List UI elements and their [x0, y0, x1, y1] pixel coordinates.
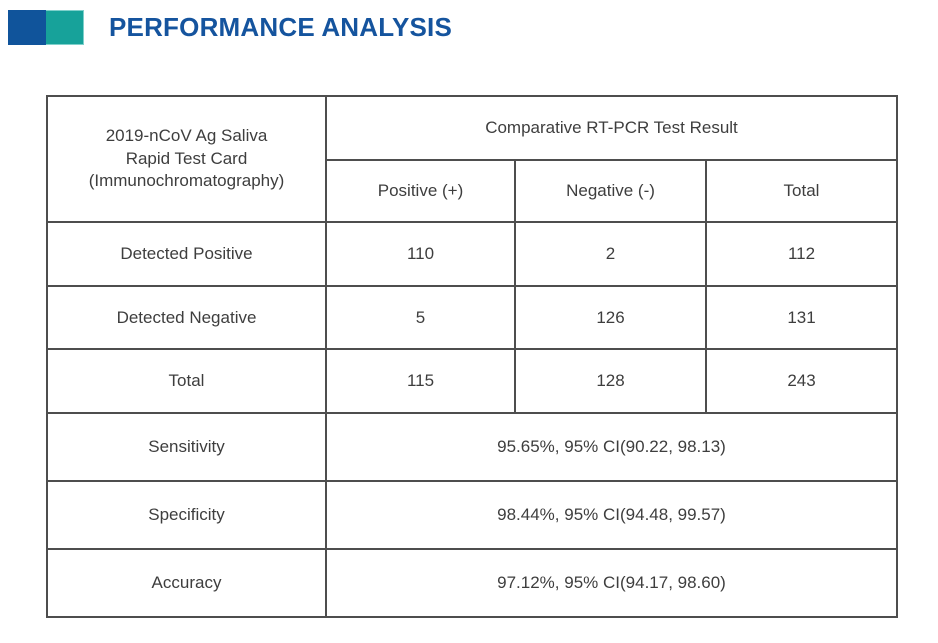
- page-header: PERFORMANCE ANALYSIS: [0, 0, 938, 46]
- value-cell-total: 131: [705, 285, 898, 350]
- performance-table: 2019-nCoV Ag Saliva Rapid Test Card (Imm…: [46, 95, 898, 618]
- accent-square-blue: [8, 9, 46, 45]
- column-header-negative: Negative (-): [514, 159, 707, 223]
- table-row: Total 115 128 243: [46, 348, 898, 414]
- accent-square-teal: [46, 9, 84, 45]
- column-group-header: Comparative RT-PCR Test Result: [325, 95, 898, 161]
- row-label-cell: Total: [46, 348, 327, 414]
- value-cell-total: 112: [705, 221, 898, 287]
- column-header-total: Total: [705, 159, 898, 223]
- table-header-row-1: 2019-nCoV Ag Saliva Rapid Test Card (Imm…: [46, 95, 898, 223]
- value-cell-negative: 126: [514, 285, 707, 350]
- table-row: Detected Positive 110 2 112: [46, 221, 898, 287]
- stat-value-cell: 97.12%, 95% CI(94.17, 98.60): [325, 548, 898, 618]
- value-cell-positive: 110: [325, 221, 516, 287]
- value-cell-positive: 115: [325, 348, 516, 414]
- value-cell-negative: 2: [514, 221, 707, 287]
- stat-value-cell: 95.65%, 95% CI(90.22, 98.13): [325, 412, 898, 482]
- stat-label-cell: Accuracy: [46, 548, 327, 618]
- value-cell-negative: 128: [514, 348, 707, 414]
- stat-row: Accuracy 97.12%, 95% CI(94.17, 98.60): [46, 548, 898, 618]
- corner-header-cell: 2019-nCoV Ag Saliva Rapid Test Card (Imm…: [46, 95, 327, 223]
- table-header-row-2: Positive (+) Negative (-) Total: [47, 159, 898, 223]
- stat-row: Sensitivity 95.65%, 95% CI(90.22, 98.13): [46, 412, 898, 482]
- table-row: Detected Negative 5 126 131: [46, 285, 898, 350]
- stat-value-cell: 98.44%, 95% CI(94.48, 99.57): [325, 480, 898, 550]
- page-title: PERFORMANCE ANALYSIS: [109, 11, 453, 42]
- stat-label-cell: Specificity: [46, 480, 327, 550]
- row-label-cell: Detected Positive: [46, 221, 327, 287]
- value-cell-positive: 5: [325, 285, 516, 350]
- value-cell-total: 243: [705, 348, 898, 414]
- column-header-positive: Positive (+): [325, 159, 516, 223]
- stat-label-cell: Sensitivity: [46, 412, 327, 482]
- stat-row: Specificity 98.44%, 95% CI(94.48, 99.57): [46, 480, 898, 550]
- row-label-cell: Detected Negative: [46, 285, 327, 350]
